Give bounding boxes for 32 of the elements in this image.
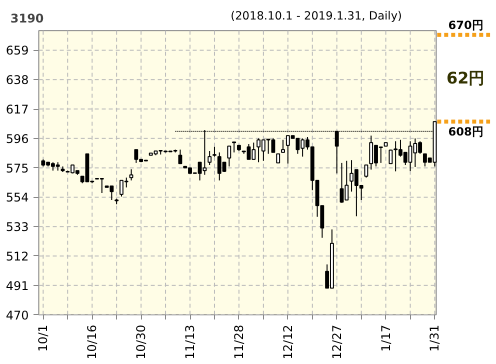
candlestick (281, 139, 285, 153)
candlestick (232, 142, 236, 153)
x-tick-label: 10/16 (85, 324, 100, 360)
y-tick-label: 659 (6, 44, 29, 58)
chart-subtitle: (2018.10.1 - 2019.1.31, Daily) (230, 8, 402, 23)
y-tick-label: 554 (6, 190, 29, 205)
x-tick-label: 10/1 (36, 324, 50, 352)
x-tick-label: 10/30 (134, 324, 148, 360)
text: 62円 (446, 68, 485, 88)
y-tick-label: 617 (6, 102, 29, 117)
x-tick-label: 12/12 (280, 324, 295, 360)
y-tick-label: 533 (6, 220, 29, 234)
x-tick-label: 12/27 (330, 324, 344, 360)
y-tick-label: 638 (6, 73, 29, 88)
x-tick-label: 1/31 (428, 324, 442, 352)
candlestick (276, 153, 280, 164)
x-tick-label: 11/13 (183, 324, 198, 360)
y-tick-label: 491 (6, 278, 29, 293)
y-tick-label: 575 (6, 161, 29, 176)
candlestick (364, 164, 368, 178)
y-tick-label: 512 (6, 249, 29, 264)
y-tick-label: 596 (6, 132, 29, 146)
candlestick (212, 146, 216, 158)
candlestick (178, 149, 182, 164)
x-tick-label: 1/17 (378, 324, 393, 352)
ref-line-label: 670円 (448, 18, 483, 32)
candlestick (227, 146, 232, 167)
candlestick (208, 150, 212, 166)
x-tick-label: 11/28 (232, 324, 246, 360)
chart-title: 3190 (10, 12, 44, 26)
y-tick-label: 470 (6, 308, 29, 322)
ref-line-label: 608円 (448, 124, 483, 139)
